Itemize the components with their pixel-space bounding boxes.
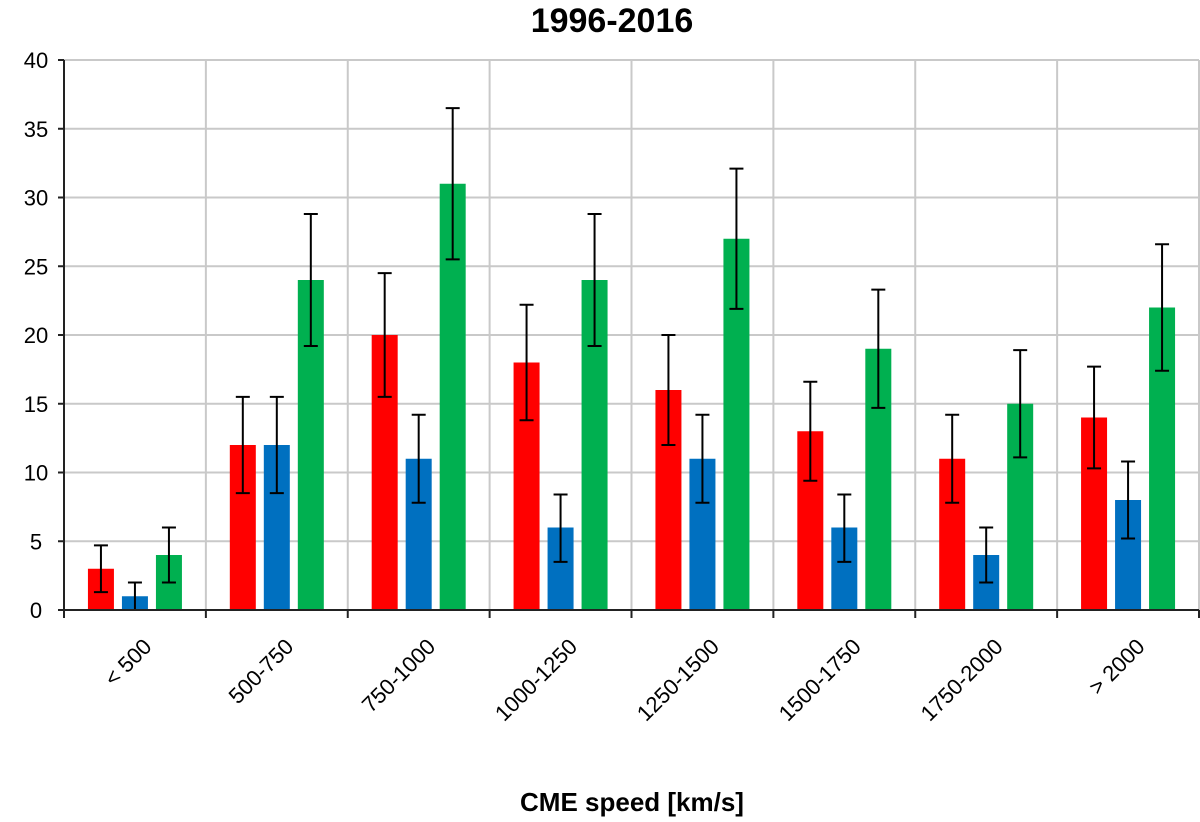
x-tick-label: 1750-2000 [916,634,1008,726]
y-tick-label: 25 [24,254,48,279]
y-tick-label: 10 [24,461,48,486]
x-axis-label: CME speed [km/s] [520,787,744,817]
x-tick-label: 1250-1500 [632,634,724,726]
y-tick-label: 0 [30,598,42,623]
x-tick-label: 500-750 [224,634,299,709]
y-tick-label: 20 [24,323,48,348]
y-tick-label: 30 [24,186,48,211]
x-tick-label: < 500 [99,634,156,691]
axis-layer: 0 5 10 15 20 25 30 35 40 < 500 500-750 750-1000 1000… [24,48,1200,726]
grid-layer [64,59,1200,610]
x-tick-label: > 2000 [1084,634,1150,700]
y-tick-label: 15 [24,392,48,417]
x-tick-label: 1500-1750 [774,634,866,726]
bars-layer [87,107,1176,611]
y-tick-label: 5 [30,529,42,554]
x-tick-label: 1000-1250 [490,634,582,726]
chart-title: 1996-2016 [531,2,694,40]
x-tick-label: 750-1000 [357,634,440,717]
y-tick-label: 35 [24,117,48,142]
y-tick-label: 40 [24,48,48,73]
